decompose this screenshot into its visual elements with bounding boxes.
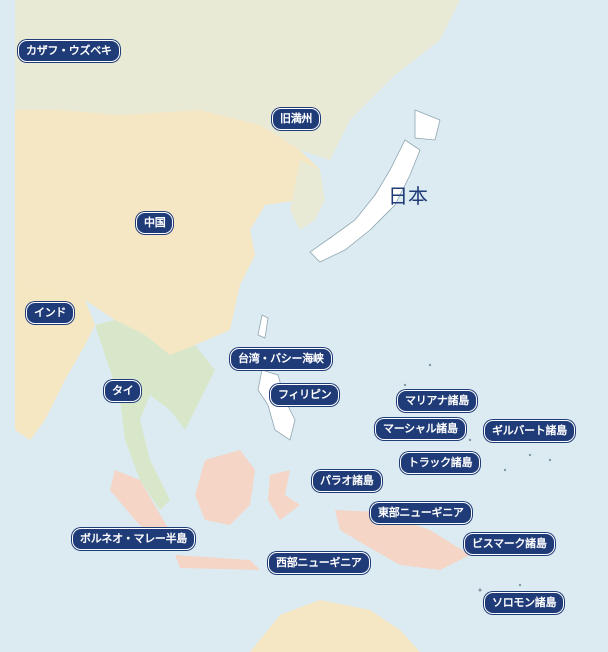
land-hokkaido <box>414 109 441 141</box>
label-india: インド <box>26 302 75 324</box>
label-borneo: ボルネオ・マレー半島 <box>72 528 195 550</box>
land-japan <box>309 139 421 263</box>
label-kazakh: カザフ・ウズベキ <box>18 40 120 62</box>
land-north <box>15 0 460 160</box>
land-new-guinea <box>335 510 470 570</box>
label-taiwan: 台湾・バシー海峡 <box>230 348 332 370</box>
label-marshall: マーシャル諸島 <box>375 418 466 440</box>
label-west-ng: 西部ニューギニア <box>268 552 370 574</box>
label-bismarck: ビスマーク諸島 <box>464 533 555 555</box>
land-sea <box>95 320 215 510</box>
label-philippines: フィリピン <box>270 384 340 406</box>
land-borneo <box>195 450 255 525</box>
label-solomon: ソロモン諸島 <box>484 592 565 614</box>
label-japan: 日本 <box>388 184 428 208</box>
land-java <box>175 555 260 570</box>
label-china: 中国 <box>136 212 174 234</box>
label-east-ng: 東部ニューギニア <box>370 502 472 524</box>
label-gilbert: ギルバート諸島 <box>484 420 575 442</box>
label-palau: パラオ諸島 <box>312 470 382 492</box>
land-sulawesi <box>268 470 300 520</box>
land-korea <box>290 160 325 230</box>
label-thai: タイ <box>104 380 142 402</box>
label-truk: トラック諸島 <box>400 452 481 474</box>
label-manchuria: 旧満州 <box>272 108 321 130</box>
land-taiwan <box>257 314 269 339</box>
land-australia <box>250 600 420 652</box>
label-mariana: マリアナ諸島 <box>397 390 477 412</box>
